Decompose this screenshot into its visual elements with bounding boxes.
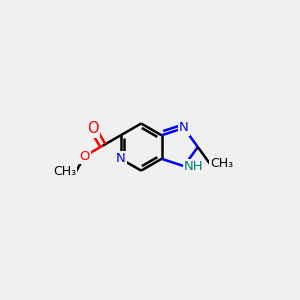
Text: CH₃: CH₃ <box>53 165 76 178</box>
Text: NH: NH <box>184 160 204 172</box>
Text: N: N <box>179 122 189 134</box>
Text: CH₃: CH₃ <box>210 157 233 170</box>
Text: O: O <box>80 149 90 163</box>
Text: N: N <box>116 152 126 165</box>
Text: O: O <box>87 122 99 136</box>
